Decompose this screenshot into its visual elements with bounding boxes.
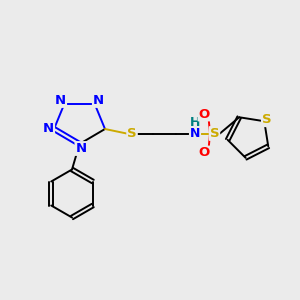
Text: N: N [43, 122, 54, 136]
Text: H: H [190, 116, 200, 129]
Text: O: O [198, 146, 210, 160]
Text: N: N [75, 142, 87, 155]
Text: S: S [210, 127, 219, 140]
Text: S: S [127, 127, 137, 140]
Text: S: S [262, 113, 272, 126]
Text: N: N [190, 127, 200, 140]
Text: N: N [55, 94, 66, 107]
Text: O: O [198, 107, 210, 121]
Text: N: N [93, 94, 104, 107]
